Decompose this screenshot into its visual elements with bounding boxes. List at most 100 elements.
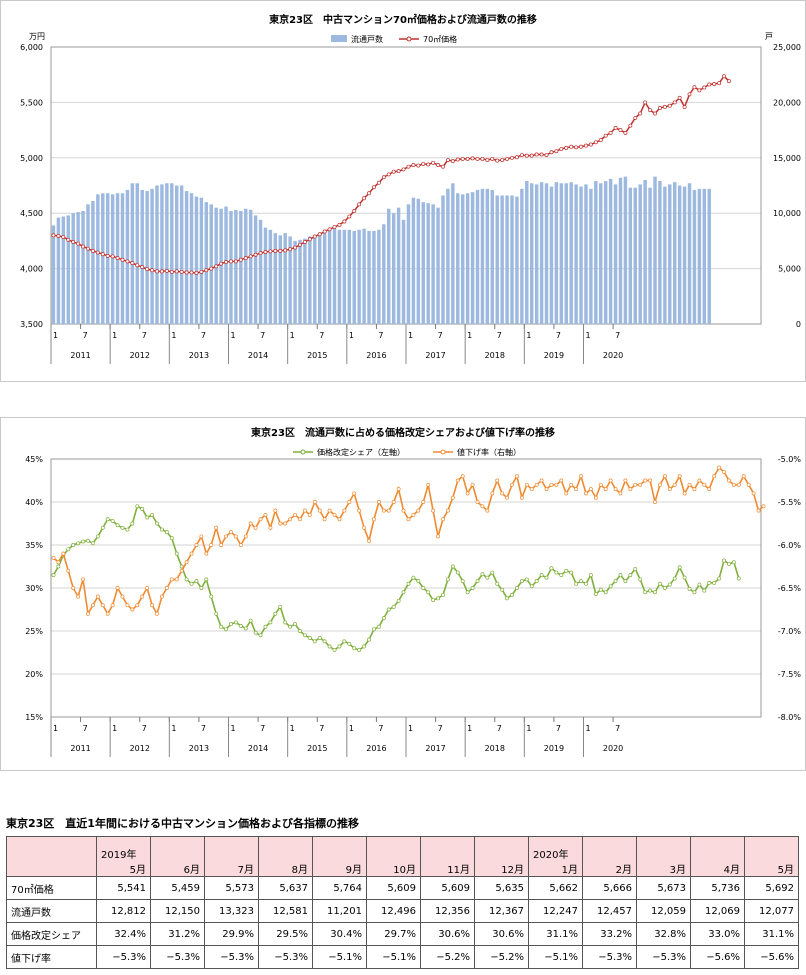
share-point bbox=[436, 596, 440, 601]
volume-bar bbox=[456, 193, 460, 324]
volume-bar bbox=[165, 183, 169, 324]
rate-point bbox=[643, 478, 648, 483]
price-point bbox=[159, 269, 164, 274]
rate-point bbox=[347, 500, 352, 504]
share-point bbox=[278, 604, 283, 609]
table-cell: 29.5% bbox=[258, 922, 313, 946]
x-month-label: 7 bbox=[615, 331, 620, 340]
x-month-label: 7 bbox=[556, 331, 561, 340]
volume-bar bbox=[505, 195, 509, 324]
rate-point bbox=[145, 586, 150, 590]
volume-bar bbox=[396, 207, 401, 324]
rate-point bbox=[278, 521, 283, 526]
rate-point bbox=[524, 482, 529, 487]
rate-point bbox=[505, 495, 510, 500]
volume-bar bbox=[460, 194, 465, 324]
rate-point bbox=[510, 482, 514, 487]
x-month-label: 7 bbox=[438, 724, 443, 733]
rate-point bbox=[130, 607, 135, 612]
year-label: 2019年 bbox=[101, 850, 137, 861]
y-left-tick: 25% bbox=[25, 627, 43, 636]
x-year-label: 2015 bbox=[307, 744, 327, 753]
y-left-tick: 15% bbox=[25, 713, 43, 722]
volume-bar bbox=[317, 233, 322, 324]
rate-point bbox=[51, 555, 56, 560]
rate-point bbox=[628, 487, 633, 492]
table-cell: 29.7% bbox=[366, 922, 421, 946]
price-point bbox=[342, 219, 347, 224]
rate-point bbox=[450, 495, 455, 500]
x-year-label: 2012 bbox=[130, 351, 150, 360]
table-row: 価格改定シェア 32.4% 31.2% 29.9% 29.5% 30.4% 29.7% 30.… bbox=[6, 922, 799, 946]
share-point bbox=[238, 623, 243, 628]
price-point bbox=[288, 247, 293, 252]
rate-point bbox=[135, 603, 140, 608]
x-month-label: 7 bbox=[83, 331, 88, 340]
price-point bbox=[514, 155, 519, 160]
table-cell: 5,541 bbox=[96, 876, 151, 900]
rate-point bbox=[238, 543, 243, 547]
share-point bbox=[293, 622, 298, 627]
volume-bar bbox=[510, 195, 514, 324]
price-point bbox=[534, 152, 539, 157]
volume-bar bbox=[544, 183, 549, 324]
rate-point bbox=[125, 603, 130, 608]
price-point bbox=[86, 246, 90, 251]
volume-bar bbox=[86, 204, 90, 324]
price-point bbox=[189, 270, 194, 275]
x-month-label: 7 bbox=[319, 724, 324, 733]
share-point bbox=[623, 579, 628, 584]
x-year-label: 2020 bbox=[603, 351, 623, 360]
x-month-label: 7 bbox=[201, 724, 206, 733]
table-cell: −5.1% bbox=[528, 945, 583, 969]
share-point bbox=[357, 647, 362, 652]
price-point bbox=[322, 229, 327, 234]
volume-bar bbox=[263, 227, 268, 324]
price-point bbox=[396, 169, 401, 174]
share-point bbox=[288, 624, 293, 629]
price-point bbox=[628, 123, 633, 128]
rate-point bbox=[322, 517, 327, 522]
volume-bar bbox=[687, 183, 692, 324]
rate-point bbox=[86, 611, 90, 616]
share-point bbox=[657, 581, 662, 586]
month-label: 11月 bbox=[447, 865, 470, 876]
month-label: 5月 bbox=[129, 865, 146, 876]
volume-bar bbox=[337, 229, 342, 324]
table-cell: 31.1% bbox=[528, 922, 583, 946]
rate-point bbox=[288, 517, 293, 522]
rate-point bbox=[342, 508, 347, 513]
table-cell: 5,609 bbox=[420, 876, 475, 900]
y-right-tick: 15,000 bbox=[773, 154, 801, 163]
rate-point bbox=[376, 500, 381, 504]
share-point bbox=[638, 577, 643, 582]
share-point bbox=[115, 523, 120, 528]
rate-point bbox=[559, 478, 564, 483]
share-point bbox=[86, 538, 90, 543]
share-point bbox=[199, 586, 204, 590]
price-point bbox=[549, 150, 554, 155]
share-point bbox=[712, 580, 717, 585]
share-point bbox=[485, 575, 490, 580]
volume-bar bbox=[559, 183, 564, 324]
volume-bar bbox=[603, 181, 608, 324]
share-point bbox=[727, 561, 731, 566]
rate-point bbox=[401, 508, 406, 513]
rate-point bbox=[460, 474, 465, 479]
volume-bar bbox=[520, 188, 524, 324]
x-month-label: 7 bbox=[556, 724, 561, 733]
share-point bbox=[327, 644, 332, 649]
volume-bar bbox=[125, 189, 130, 324]
price-point bbox=[184, 270, 189, 275]
x-year-label: 2013 bbox=[189, 744, 209, 753]
x-month-label: 1 bbox=[290, 724, 295, 733]
price-point bbox=[248, 254, 253, 259]
column-header: 7月 bbox=[204, 836, 259, 877]
x-month-label: 7 bbox=[438, 331, 443, 340]
rate-point bbox=[761, 504, 766, 509]
column-header: 5月 bbox=[744, 836, 799, 877]
price-point bbox=[174, 269, 179, 274]
rate-point bbox=[534, 482, 539, 487]
share-point bbox=[56, 564, 61, 569]
share-point bbox=[396, 598, 401, 603]
